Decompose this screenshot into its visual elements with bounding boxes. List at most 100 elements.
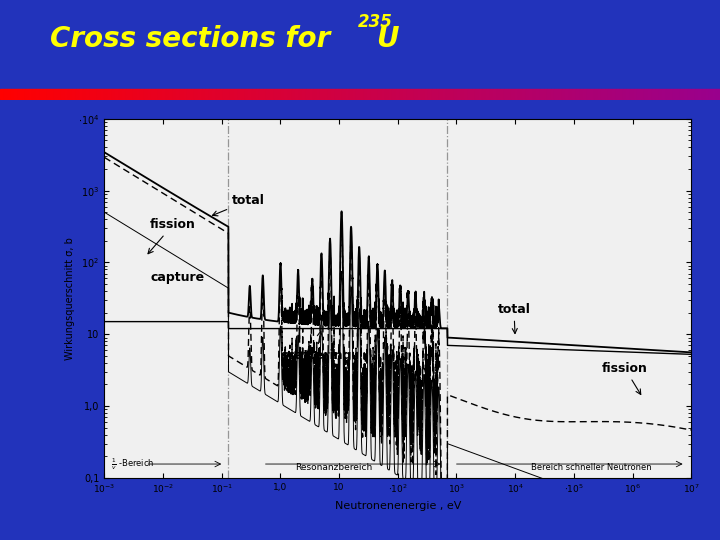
Bar	[356, 89, 360, 99]
Bar	[364, 89, 367, 99]
Bar	[230, 89, 234, 99]
Bar	[295, 89, 299, 99]
Bar	[504, 89, 508, 99]
Bar	[324, 89, 328, 99]
Bar	[148, 89, 151, 99]
Bar	[191, 89, 194, 99]
Bar	[493, 89, 497, 99]
Bar	[104, 89, 108, 99]
Bar	[713, 89, 716, 99]
Bar	[328, 89, 331, 99]
Bar	[630, 89, 634, 99]
Bar	[662, 89, 666, 99]
Bar	[306, 89, 310, 99]
Bar	[576, 89, 580, 99]
Bar	[619, 89, 623, 99]
Bar	[551, 89, 554, 99]
Bar	[133, 89, 137, 99]
Bar	[385, 89, 389, 99]
Bar	[695, 89, 698, 99]
Bar	[482, 89, 486, 99]
Bar	[259, 89, 263, 99]
Bar	[72, 89, 76, 99]
Bar	[252, 89, 256, 99]
Bar	[392, 89, 396, 99]
Bar	[166, 89, 169, 99]
Bar	[396, 89, 400, 99]
Bar	[691, 89, 695, 99]
Text: total: total	[212, 194, 265, 216]
Bar	[436, 89, 439, 99]
Bar	[446, 89, 450, 99]
Bar	[500, 89, 504, 99]
Bar	[94, 89, 97, 99]
Bar	[428, 89, 432, 99]
Bar	[194, 89, 198, 99]
Bar	[400, 89, 403, 99]
Bar	[47, 89, 50, 99]
Bar	[137, 89, 140, 99]
Bar	[130, 89, 133, 99]
Bar	[126, 89, 130, 99]
Text: $\frac{1}{v}$ -Bereich: $\frac{1}{v}$ -Bereich	[111, 457, 154, 472]
Bar	[277, 89, 281, 99]
Bar	[180, 89, 184, 99]
Text: Bereich schneller Neutronen: Bereich schneller Neutronen	[531, 463, 652, 472]
Bar	[670, 89, 673, 99]
Bar	[101, 89, 104, 99]
Bar	[284, 89, 288, 99]
Bar	[162, 89, 166, 99]
Bar	[317, 89, 320, 99]
Bar	[547, 89, 551, 99]
Bar	[270, 89, 274, 99]
Bar	[50, 89, 54, 99]
Bar	[299, 89, 302, 99]
Bar	[522, 89, 526, 99]
Bar	[346, 89, 349, 99]
Bar	[79, 89, 83, 99]
Bar	[310, 89, 313, 99]
Bar	[61, 89, 65, 99]
Bar	[598, 89, 601, 99]
Bar	[115, 89, 119, 99]
Bar	[644, 89, 648, 99]
Bar	[29, 89, 32, 99]
Bar	[151, 89, 155, 99]
Bar	[223, 89, 227, 99]
Bar	[544, 89, 547, 99]
Text: Cross sections for: Cross sections for	[50, 25, 341, 53]
Bar	[648, 89, 652, 99]
Bar	[443, 89, 446, 99]
Bar	[202, 89, 205, 99]
Bar	[454, 89, 457, 99]
Bar	[605, 89, 608, 99]
Text: U: U	[376, 25, 398, 53]
Bar	[353, 89, 356, 99]
Text: capture: capture	[150, 271, 204, 284]
Bar	[562, 89, 565, 99]
Bar	[122, 89, 126, 99]
Bar	[464, 89, 468, 99]
Text: Resonanzbereich: Resonanzbereich	[294, 463, 372, 472]
Bar	[418, 89, 421, 99]
Bar	[673, 89, 677, 99]
Bar	[688, 89, 691, 99]
Bar	[281, 89, 284, 99]
Bar	[227, 89, 230, 99]
Bar	[536, 89, 540, 99]
Bar	[0, 89, 4, 99]
Bar	[349, 89, 353, 99]
Bar	[68, 89, 72, 99]
Bar	[86, 89, 90, 99]
Bar	[54, 89, 58, 99]
Bar	[457, 89, 461, 99]
Bar	[245, 89, 248, 99]
Bar	[439, 89, 443, 99]
Bar	[302, 89, 306, 99]
Bar	[572, 89, 576, 99]
Text: scattering: scattering	[281, 331, 352, 362]
Bar	[533, 89, 536, 99]
Bar	[83, 89, 86, 99]
Bar	[205, 89, 209, 99]
Bar	[313, 89, 317, 99]
